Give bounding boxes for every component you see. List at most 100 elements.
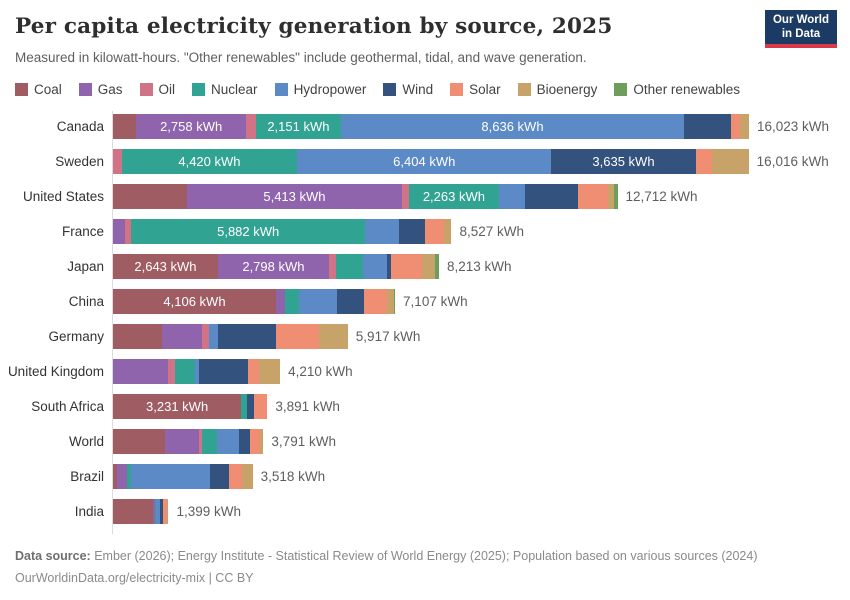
bar-segment-hydropower[interactable] <box>299 289 338 314</box>
owid-url-link[interactable]: OurWorldinData.org/electricity-mix <box>15 570 206 585</box>
bar-segment-other-renewables[interactable] <box>434 254 439 279</box>
bar-segment-solar[interactable] <box>250 429 261 454</box>
bar-segment-wind[interactable] <box>525 184 578 209</box>
bar-segment-hydropower[interactable] <box>194 359 199 384</box>
bar-segment-oil[interactable] <box>198 429 203 454</box>
bar-segment-wind[interactable]: 3,635 kWh <box>551 149 696 174</box>
bar-segment-gas[interactable] <box>117 464 128 489</box>
bar-segment-solar[interactable] <box>253 394 268 419</box>
bar-segment-oil[interactable] <box>167 359 176 384</box>
legend-item-wind[interactable]: Wind <box>383 82 433 97</box>
bar-segment-oil[interactable] <box>124 219 132 244</box>
bar-segment-hydropower[interactable] <box>156 499 161 524</box>
bar-segment-gas[interactable] <box>153 499 155 524</box>
bar-segment-bioenergy[interactable] <box>739 114 749 139</box>
bar-segment-bioenergy[interactable] <box>387 289 395 314</box>
bar-segment-hydropower[interactable] <box>208 324 218 349</box>
bar-segment-nuclear[interactable] <box>285 289 300 314</box>
bar-segment-wind[interactable] <box>246 394 254 419</box>
bar-segment-oil[interactable] <box>401 184 409 209</box>
bar-segment-solar[interactable] <box>228 464 243 489</box>
bar-segment-solar[interactable] <box>364 289 388 314</box>
country-label[interactable]: Germany <box>48 329 104 344</box>
bar-segment-gas[interactable] <box>161 324 202 349</box>
legend-item-bioenergy[interactable]: Bioenergy <box>517 82 597 97</box>
bar-segment-bioenergy[interactable] <box>167 499 169 524</box>
bar-segment-nuclear[interactable]: 5,882 kWh <box>131 219 365 244</box>
bar-segment-hydropower[interactable] <box>363 254 387 279</box>
bar-segment-nuclear[interactable]: 2,263 kWh <box>409 184 499 209</box>
bar-segment-gas[interactable]: 2,758 kWh <box>136 114 246 139</box>
bar-segment-solar[interactable] <box>577 184 608 209</box>
bar-segment-hydropower[interactable] <box>217 429 240 454</box>
bar-segment-nuclear[interactable]: 2,151 kWh <box>255 114 342 139</box>
bar-segment-solar[interactable] <box>695 149 713 174</box>
country-label[interactable]: China <box>68 294 104 309</box>
bar-segment-bioenergy[interactable] <box>259 359 281 384</box>
bar-segment-other-renewables[interactable] <box>394 289 396 314</box>
bar-segment-solar[interactable] <box>248 359 260 384</box>
bar-segment-nuclear[interactable]: 4,420 kWh <box>121 149 298 174</box>
bar-segment-nuclear[interactable] <box>336 254 364 279</box>
legend-item-oil[interactable]: Oil <box>139 82 175 97</box>
bar-segment-nuclear[interactable] <box>202 429 218 454</box>
country-label[interactable]: France <box>61 224 104 239</box>
bar-segment-wind[interactable] <box>239 429 251 454</box>
bar-segment-oil[interactable] <box>113 149 122 174</box>
bar-segment-hydropower[interactable] <box>130 464 210 489</box>
bar-segment-wind[interactable] <box>217 324 277 349</box>
bar-segment-solar[interactable] <box>276 324 320 349</box>
bar-segment-hydropower[interactable] <box>364 219 399 244</box>
country-label[interactable]: United States <box>22 189 104 204</box>
bar-segment-wind[interactable] <box>337 289 365 314</box>
bar-segment-coal[interactable]: 3,231 kWh <box>113 394 242 419</box>
bar-segment-nuclear[interactable] <box>241 394 247 419</box>
country-label[interactable]: Sweden <box>55 154 104 169</box>
country-label[interactable]: Brazil <box>70 469 104 484</box>
bar-segment-wind[interactable] <box>386 254 391 279</box>
bar-segment-wind[interactable] <box>198 359 249 384</box>
bar-segment-bioenergy[interactable] <box>421 254 435 279</box>
country-label[interactable]: South Africa <box>31 399 104 414</box>
country-label[interactable]: World <box>68 434 104 449</box>
bar-segment-bioenergy[interactable] <box>444 219 452 244</box>
bar-segment-coal[interactable] <box>113 429 166 454</box>
bar-segment-wind[interactable] <box>683 114 731 139</box>
bar-segment-solar[interactable] <box>730 114 740 139</box>
legend-item-solar[interactable]: Solar <box>450 82 501 97</box>
country-label[interactable]: Canada <box>56 119 104 134</box>
bar-segment-coal[interactable] <box>113 324 162 349</box>
bar-segment-hydropower[interactable] <box>498 184 525 209</box>
legend-item-gas[interactable]: Gas <box>78 82 123 97</box>
bar-segment-wind[interactable] <box>398 219 426 244</box>
bar-segment-gas[interactable]: 2,798 kWh <box>217 254 329 279</box>
bar-segment-solar[interactable] <box>162 499 168 524</box>
bar-segment-oil[interactable] <box>201 324 209 349</box>
bar-segment-gas[interactable] <box>165 429 199 454</box>
bar-segment-solar[interactable] <box>425 219 445 244</box>
bar-segment-coal[interactable]: 4,106 kWh <box>113 289 276 314</box>
country-label[interactable]: United Kingdom <box>7 364 104 379</box>
bar-segment-nuclear[interactable] <box>175 359 195 384</box>
country-label[interactable]: India <box>74 504 104 519</box>
bar-segment-hydropower[interactable]: 8,636 kWh <box>341 114 684 139</box>
country-label[interactable]: Japan <box>67 259 104 274</box>
bar-segment-nuclear[interactable] <box>154 499 157 524</box>
bar-segment-bioenergy[interactable] <box>319 324 348 349</box>
bar-segment-other-renewables[interactable] <box>613 184 618 209</box>
bar-segment-bioenergy[interactable] <box>712 149 749 174</box>
bar-segment-wind[interactable] <box>209 464 229 489</box>
bar-segment-coal[interactable] <box>113 114 137 139</box>
owid-logo[interactable]: Our World in Data <box>765 10 837 48</box>
bar-segment-coal[interactable]: 2,643 kWh <box>113 254 218 279</box>
bar-segment-gas[interactable] <box>275 289 286 314</box>
bar-segment-hydropower[interactable]: 6,404 kWh <box>297 149 552 174</box>
bar-segment-bioenergy[interactable] <box>242 464 253 489</box>
bar-segment-nuclear[interactable] <box>127 464 131 489</box>
legend-item-nuclear[interactable]: Nuclear <box>192 82 258 97</box>
bar-segment-gas[interactable] <box>113 359 168 384</box>
bar-segment-bioenergy[interactable] <box>607 184 614 209</box>
bar-segment-wind[interactable] <box>160 499 163 524</box>
bar-segment-coal[interactable] <box>113 464 118 489</box>
legend-item-other-renewables[interactable]: Other renewables <box>614 82 740 97</box>
